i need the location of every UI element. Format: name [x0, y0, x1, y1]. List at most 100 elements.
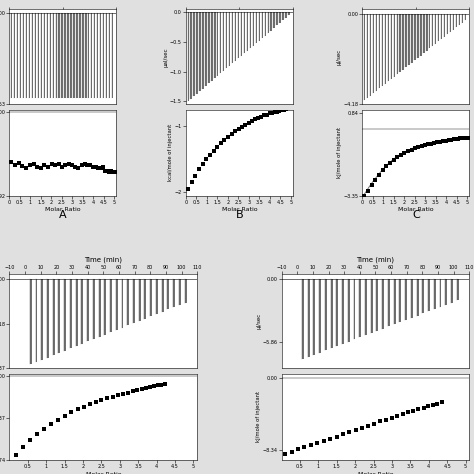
- Point: [62, 161, 69, 168]
- Bar: [457, 279, 459, 301]
- Bar: [20, 13, 21, 98]
- Bar: [196, 12, 198, 93]
- Point: [109, 168, 117, 175]
- Bar: [379, 14, 380, 89]
- Bar: [285, 12, 287, 18]
- Bar: [36, 279, 37, 362]
- Bar: [64, 279, 66, 351]
- Bar: [417, 279, 419, 316]
- Bar: [38, 13, 39, 98]
- Point: [450, 136, 457, 143]
- Bar: [337, 279, 338, 346]
- Bar: [288, 12, 290, 15]
- Y-axis label: kcal/mole of injectant: kcal/mole of injectant: [168, 124, 173, 181]
- Point: [124, 389, 132, 397]
- Bar: [67, 13, 69, 98]
- Point: [460, 134, 468, 142]
- Bar: [162, 279, 164, 312]
- Point: [34, 430, 41, 438]
- Point: [379, 167, 386, 174]
- Point: [74, 405, 82, 413]
- Point: [111, 168, 118, 176]
- X-axis label: Molar Ratio: Molar Ratio: [398, 208, 434, 212]
- Bar: [121, 279, 124, 328]
- Bar: [255, 12, 257, 43]
- Bar: [211, 12, 212, 81]
- Bar: [128, 279, 129, 326]
- Text: C: C: [412, 210, 419, 220]
- Bar: [53, 279, 55, 355]
- Point: [68, 161, 76, 169]
- Point: [133, 386, 141, 394]
- Bar: [382, 279, 384, 328]
- Point: [431, 139, 438, 146]
- Bar: [391, 14, 392, 79]
- Point: [346, 428, 353, 436]
- Bar: [64, 13, 66, 98]
- Point: [352, 426, 359, 434]
- Point: [462, 134, 470, 142]
- Bar: [259, 12, 260, 41]
- Point: [288, 448, 295, 456]
- Point: [106, 168, 113, 175]
- Point: [260, 112, 268, 119]
- Point: [41, 161, 48, 168]
- Bar: [409, 14, 410, 65]
- Point: [393, 412, 401, 419]
- Bar: [156, 279, 158, 314]
- Bar: [394, 279, 396, 324]
- Point: [54, 416, 62, 423]
- Bar: [354, 279, 356, 339]
- Point: [103, 394, 111, 402]
- Point: [442, 137, 450, 145]
- Bar: [325, 279, 327, 350]
- X-axis label: Time (min): Time (min): [356, 257, 394, 263]
- Point: [370, 420, 378, 428]
- Bar: [94, 13, 95, 98]
- Point: [320, 437, 328, 445]
- Point: [368, 181, 375, 189]
- Point: [26, 161, 34, 169]
- Point: [415, 405, 422, 413]
- Bar: [405, 14, 407, 67]
- Point: [206, 151, 214, 159]
- Bar: [235, 12, 236, 61]
- Bar: [359, 279, 361, 337]
- Bar: [112, 13, 113, 98]
- Bar: [397, 14, 398, 74]
- Point: [41, 425, 48, 432]
- Point: [245, 119, 252, 127]
- Point: [375, 171, 383, 179]
- Bar: [200, 12, 201, 91]
- Bar: [342, 279, 344, 344]
- Bar: [417, 14, 419, 58]
- Bar: [53, 13, 54, 98]
- Point: [210, 147, 218, 155]
- Bar: [193, 12, 195, 96]
- Bar: [205, 12, 207, 86]
- Bar: [428, 279, 430, 311]
- Bar: [393, 14, 395, 77]
- X-axis label: Molar Ratio: Molar Ratio: [357, 472, 393, 474]
- Bar: [264, 12, 266, 36]
- Bar: [214, 12, 216, 79]
- Bar: [79, 13, 81, 98]
- Bar: [370, 14, 371, 96]
- Bar: [220, 12, 221, 73]
- Bar: [191, 12, 192, 99]
- Point: [87, 161, 94, 168]
- Point: [266, 109, 273, 117]
- Bar: [82, 279, 83, 344]
- Point: [221, 136, 228, 144]
- Point: [429, 401, 437, 409]
- Bar: [223, 12, 224, 71]
- Bar: [365, 279, 367, 335]
- Point: [142, 384, 150, 392]
- Point: [184, 185, 191, 193]
- Bar: [116, 279, 118, 330]
- Bar: [238, 12, 239, 58]
- Point: [154, 382, 162, 389]
- Point: [439, 137, 447, 145]
- Point: [437, 138, 444, 146]
- Bar: [23, 13, 24, 98]
